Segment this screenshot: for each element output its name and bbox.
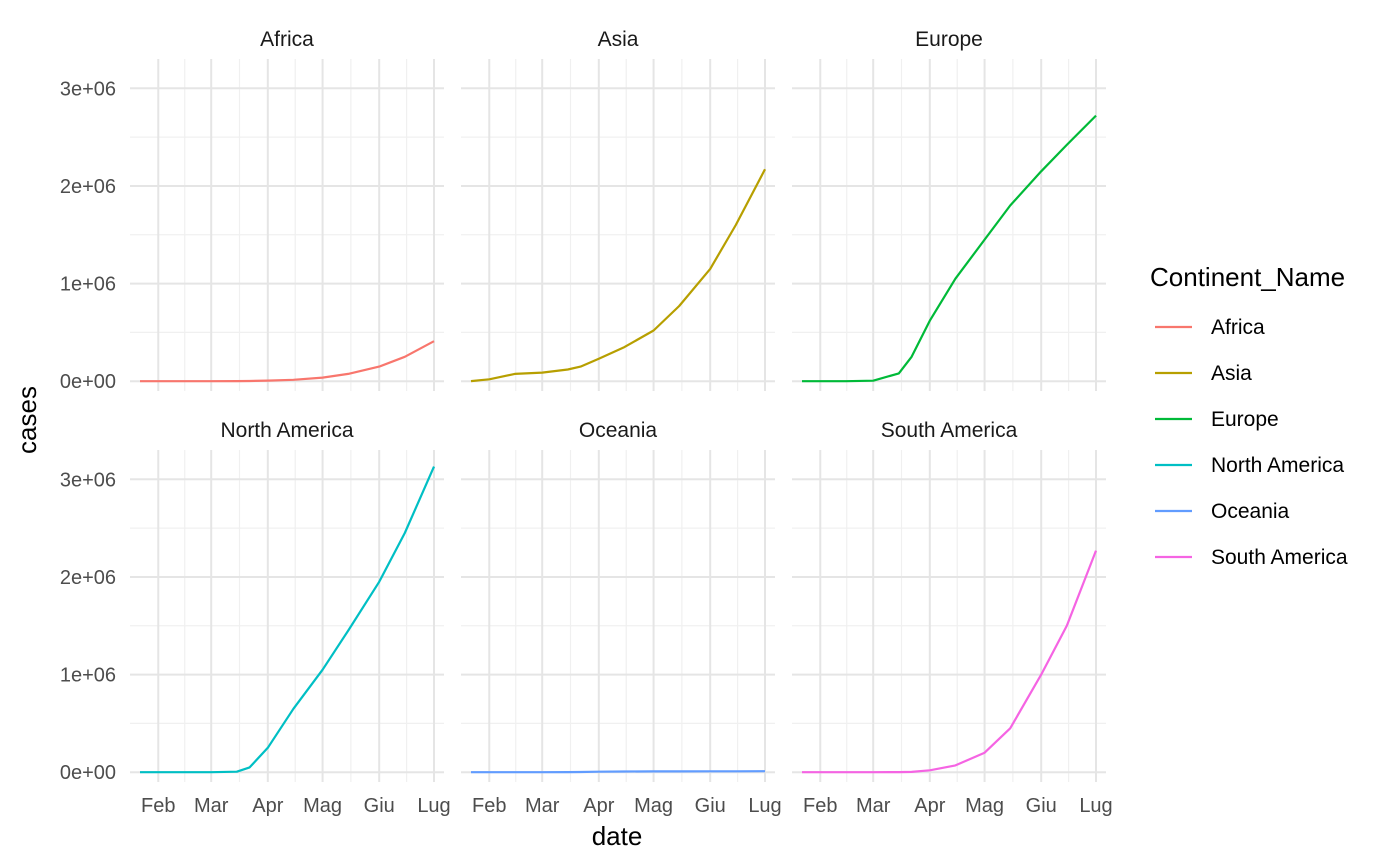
panel-oceania: Oceania Feb Mar Apr Mag Giu Lug (461, 419, 782, 817)
x-tick-label: Lug (417, 795, 450, 817)
panel-africa: Africa 0e+00 1e+06 2e+06 3e+06 (60, 28, 444, 393)
panel-north-america: North America 0e+00 1e+06 2e+06 3e+06 Feb Mar A… (60, 419, 451, 817)
y-tick-label: 3e+06 (60, 78, 116, 100)
x-tick-label: Mar (856, 795, 891, 817)
series-line-oceania (471, 770, 766, 774)
legend-title: Continent_Name (1150, 262, 1345, 292)
legend-label-south-america: South America (1211, 546, 1348, 569)
x-tick-label: Mar (525, 795, 560, 817)
series-line-europe (802, 114, 1097, 383)
x-tick-label: Giu (1026, 795, 1057, 817)
x-tick-label: Giu (695, 795, 726, 817)
x-tick-label: Feb (803, 795, 837, 817)
panel-title: Africa (260, 28, 314, 51)
y-tick-label: 2e+06 (60, 176, 116, 198)
y-tick-label: 1e+06 (60, 274, 116, 296)
y-axis-title: cases (12, 386, 42, 454)
panel-title: Europe (915, 28, 983, 51)
panel-asia: Asia (461, 28, 775, 391)
legend-label-oceania: Oceania (1211, 500, 1290, 523)
y-tick-label: 0e+00 (60, 762, 116, 784)
panel-europe: Europe (792, 28, 1106, 391)
series-line-asia (470, 168, 766, 383)
x-tick-label: Mar (194, 795, 229, 817)
x-tick-label: Feb (472, 795, 506, 817)
x-tick-label: Mag (965, 795, 1004, 817)
y-tick-label: 3e+06 (60, 469, 116, 491)
legend: Continent_Name Africa Asia Europe North Ame… (1150, 262, 1348, 569)
x-tick-label: Mag (303, 795, 342, 817)
x-tick-label: Feb (141, 795, 175, 817)
y-tick-label: 2e+06 (60, 567, 116, 589)
x-tick-label: Lug (1079, 795, 1112, 817)
legend-label-north-america: North America (1211, 454, 1344, 477)
panel-title: Oceania (579, 419, 658, 442)
panel-title: South America (881, 419, 1018, 442)
x-tick-label: Apr (914, 795, 945, 817)
x-axis-title: date (592, 821, 643, 851)
legend-label-asia: Asia (1211, 362, 1252, 385)
panel-title: Asia (598, 28, 639, 51)
x-tick-label: Apr (252, 795, 283, 817)
legend-label-africa: Africa (1211, 316, 1265, 339)
series-line-south-america (802, 550, 1098, 774)
panel-south-america: South America Feb Mar Apr Mag Giu Lug (792, 419, 1113, 817)
legend-label-europe: Europe (1211, 408, 1279, 431)
panel-title: North America (220, 419, 353, 442)
x-tick-label: Giu (364, 795, 395, 817)
x-tick-label: Lug (748, 795, 781, 817)
series-line-africa (140, 340, 435, 383)
y-tick-label: 0e+00 (60, 371, 116, 393)
x-tick-label: Apr (583, 795, 614, 817)
series-line-north-america (140, 466, 436, 774)
x-tick-label: Mag (634, 795, 673, 817)
y-tick-label: 1e+06 (60, 665, 116, 687)
